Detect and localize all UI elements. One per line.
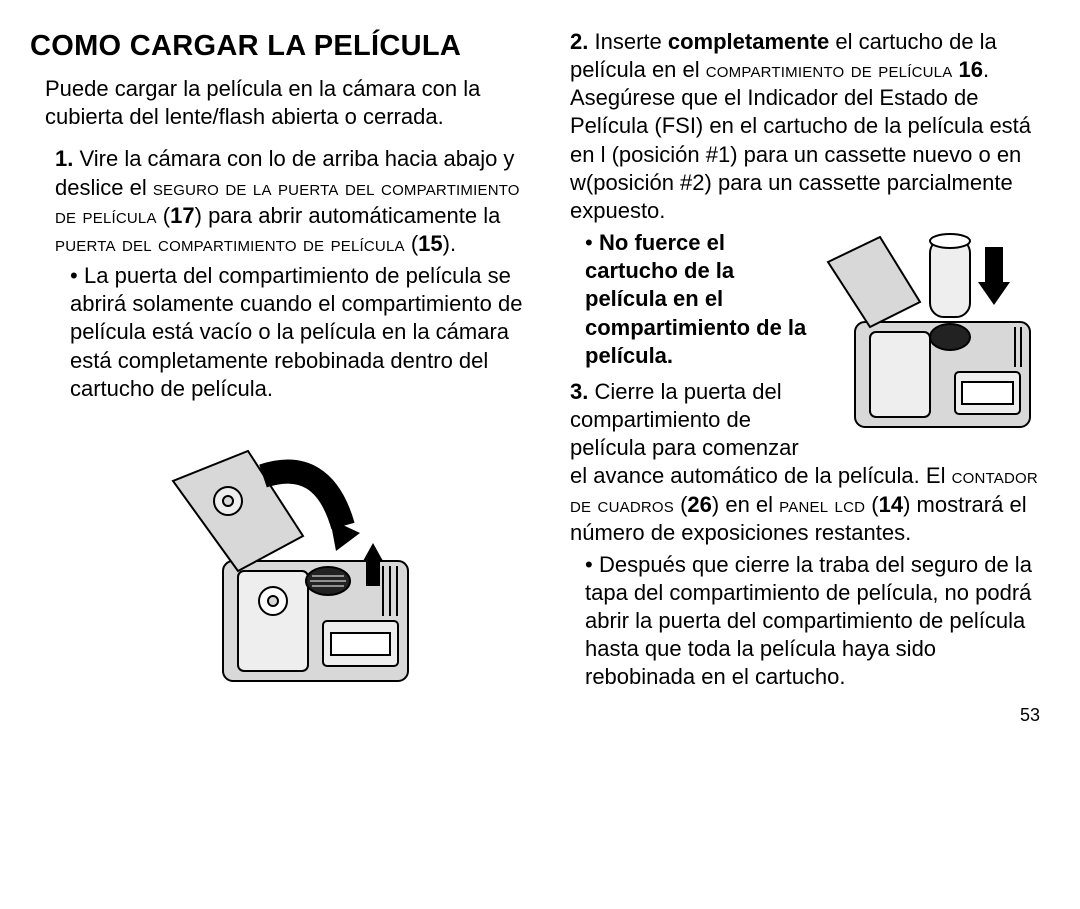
step-1-text-d: ( (405, 231, 418, 256)
page-title: COMO CARGAR LA PELÍCULA (30, 28, 525, 65)
figure-2 (820, 227, 1040, 444)
bullet-dot: • (70, 262, 84, 290)
figure-1 (30, 421, 525, 701)
step-3-sub-text: Después que cierre la traba del seguro d… (585, 552, 1032, 690)
bullet-dot: • (585, 229, 599, 257)
step-1-ref-1: 17 (170, 203, 194, 228)
step-1-smallcaps-2: puerta del compartimiento de película (55, 231, 405, 256)
step-3-text-d: ( (865, 492, 878, 517)
step-1-ref-2: 15 (418, 231, 442, 256)
step-2-text-a: Inserte (594, 29, 667, 54)
intro-paragraph: Puede cargar la película en la cámara co… (45, 75, 525, 131)
step-2-number: 2. (570, 29, 588, 54)
step-1-number: 1. (55, 146, 73, 171)
bullet-dot: • (585, 551, 599, 579)
page-number: 53 (545, 704, 1040, 727)
step-1-sub: •La puerta del compartimiento de películ… (30, 262, 525, 403)
step-1-text-b: ( (157, 203, 170, 228)
camera-open-door-illustration (128, 421, 428, 701)
step-3-smallcaps-2: panel lcd (779, 492, 865, 517)
step-3-ref-2: 14 (879, 492, 903, 517)
step-2-bold-1: completamente (668, 29, 829, 54)
camera-insert-cartridge-illustration (820, 227, 1040, 437)
right-column: 2. Inserte completamente el cartucho de … (545, 28, 1040, 889)
step-3-text-b: ( (674, 492, 687, 517)
left-column: COMO CARGAR LA PELÍCULA Puede cargar la … (30, 28, 525, 889)
step-3-ref-1: 26 (687, 492, 711, 517)
step-1-sub-text: La puerta del compartimiento de película… (70, 263, 522, 401)
step-1: 1. Vire la cámara con lo de arriba hacia… (30, 145, 525, 402)
step-2-ref-1: 16 (959, 57, 983, 82)
step-2: 2. Inserte completamente el cartucho de … (545, 28, 1040, 370)
step-1-text-e: ). (443, 231, 456, 256)
step-3-text-c: ) en el (712, 492, 779, 517)
step-3-sub: •Después que cierre la traba del seguro … (545, 551, 1040, 692)
step-1-text-c: ) para abrir automáticamente la (195, 203, 501, 228)
step-3-number: 3. (570, 379, 588, 404)
step-2-smallcaps-1: compartimiento de película (706, 57, 953, 82)
step-2-sub-bold: No fuerce el cartucho de la película en … (585, 230, 806, 368)
